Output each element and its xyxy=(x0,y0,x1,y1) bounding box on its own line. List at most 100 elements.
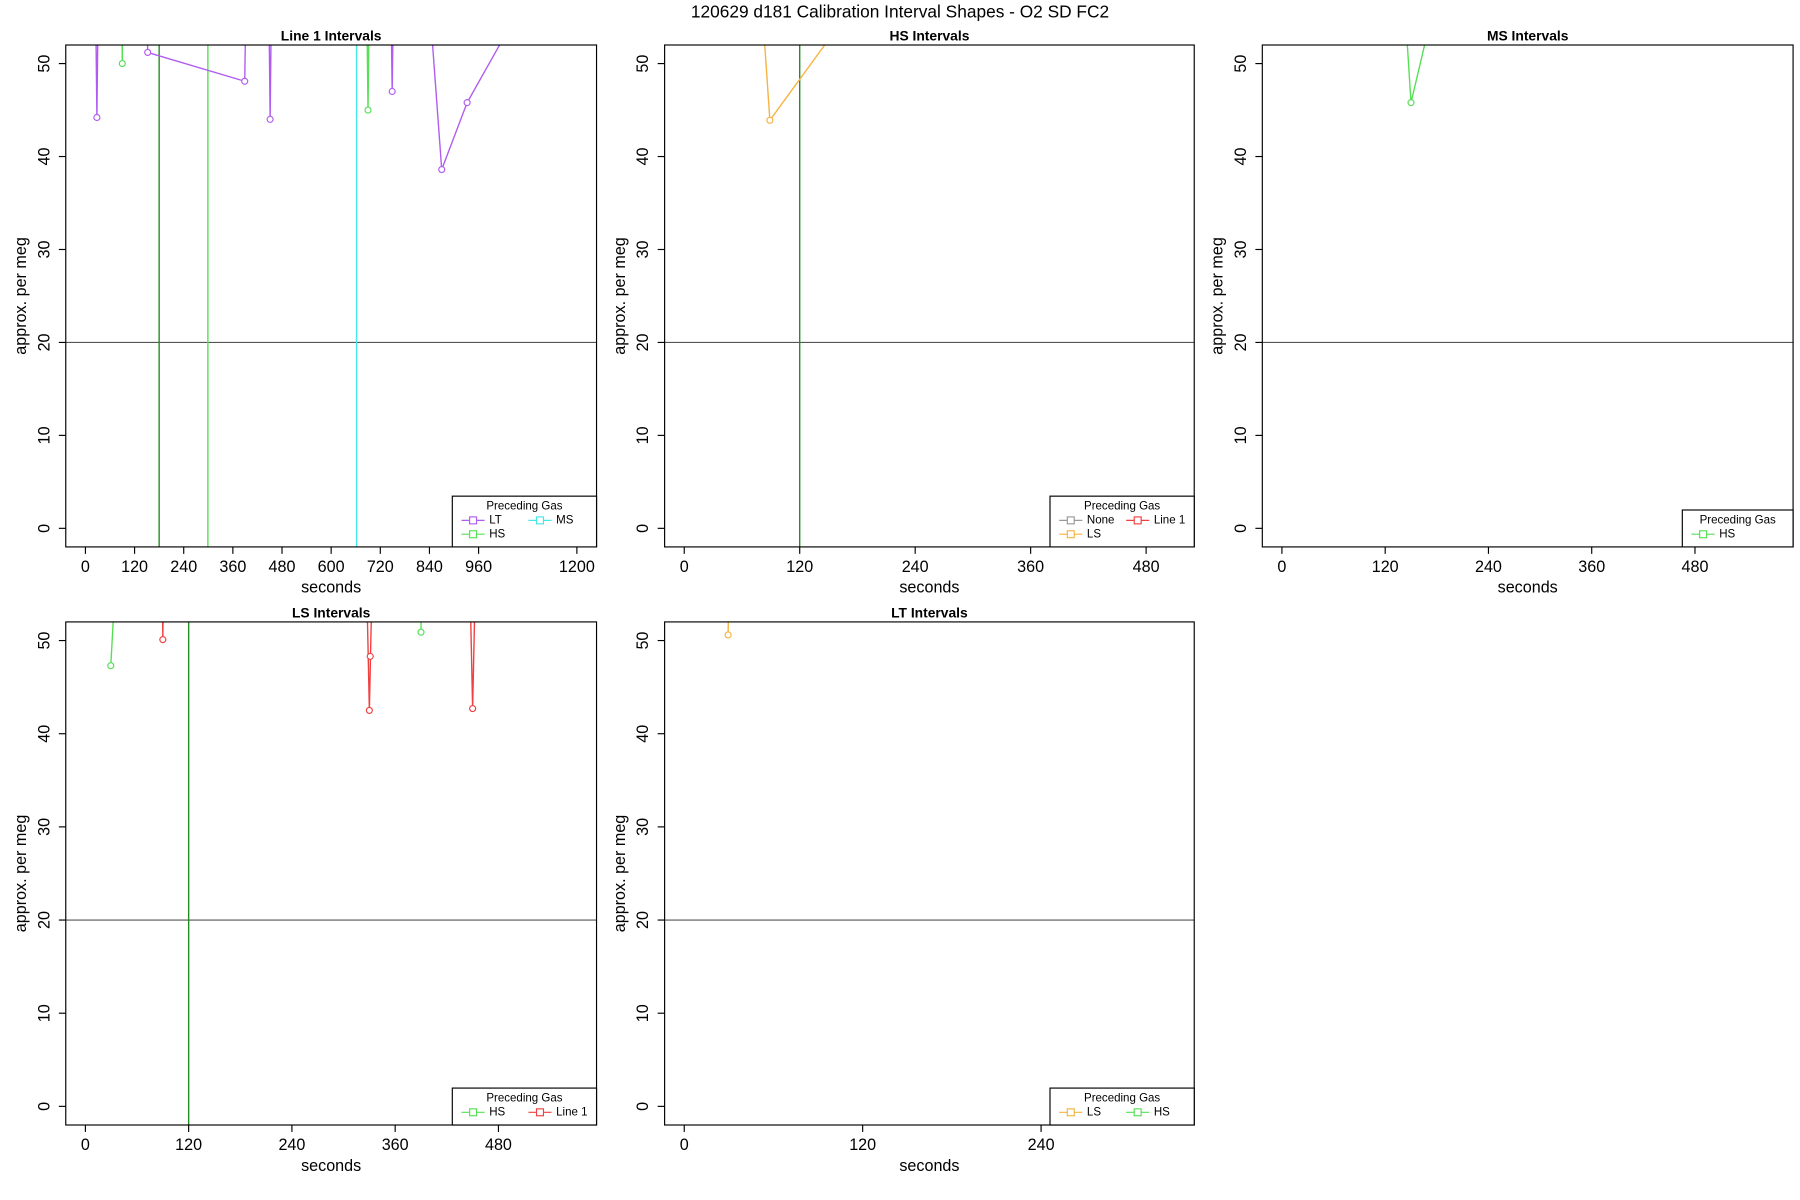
legend-symbol xyxy=(1133,516,1142,525)
plot-area xyxy=(664,44,1195,547)
y-tick-label: 50 xyxy=(1232,55,1250,73)
legend-symbol xyxy=(469,516,478,525)
x-tick-label: 120 xyxy=(121,558,148,576)
x-tick-label: 840 xyxy=(416,558,443,576)
y-tick-label: 50 xyxy=(35,55,53,73)
y-tick-label: 50 xyxy=(634,632,652,650)
point xyxy=(144,48,152,57)
legend-label: MS xyxy=(556,514,574,526)
x-tick-label: 480 xyxy=(485,1136,512,1154)
y-tick-label: 10 xyxy=(1232,426,1250,444)
x-tick-label: 480 xyxy=(1682,558,1709,576)
panel-title: Line 1 Intervals xyxy=(281,28,382,44)
y-tick-label: 20 xyxy=(1232,333,1250,351)
y-tick-label: 0 xyxy=(634,524,652,533)
y-tick-label: 0 xyxy=(634,1102,652,1111)
legend-label: LS xyxy=(1087,528,1101,540)
point xyxy=(365,706,373,715)
y-tick-label: 20 xyxy=(634,333,652,351)
plot-frame xyxy=(664,621,1195,1126)
y-axis-label: approx. per meg xyxy=(611,815,629,933)
legend-symbol xyxy=(469,530,478,539)
x-tick-label: 120 xyxy=(786,558,813,576)
legend-label: HS xyxy=(1719,528,1735,540)
y-tick-label: 30 xyxy=(634,240,652,258)
plot-area xyxy=(664,621,1195,921)
point xyxy=(1407,99,1415,107)
legend-label: LT xyxy=(489,514,502,526)
point xyxy=(364,106,372,114)
y-tick-label: 50 xyxy=(634,55,652,73)
y-tick-label: 50 xyxy=(35,632,53,650)
plot-frame xyxy=(65,621,598,1126)
legend-box xyxy=(1049,1087,1195,1126)
x-tick-label: 600 xyxy=(318,558,345,576)
y-tick-label: 0 xyxy=(35,1102,53,1111)
x-axis-label: seconds xyxy=(301,579,361,597)
legend-box xyxy=(451,1087,598,1126)
y-tick-label: 20 xyxy=(634,911,652,929)
panel-title: MS Intervals xyxy=(1487,28,1569,44)
legend-label: HS xyxy=(489,1106,505,1118)
x-tick-label: 120 xyxy=(1372,558,1399,576)
legend-label: Line 1 xyxy=(1154,514,1185,526)
y-tick-label: 0 xyxy=(1232,524,1250,533)
y-tick-label: 30 xyxy=(35,240,53,258)
point xyxy=(266,115,274,123)
y-tick-label: 20 xyxy=(35,333,53,351)
x-tick-label: 0 xyxy=(680,558,689,576)
x-tick-label: 120 xyxy=(849,1136,876,1154)
point xyxy=(366,652,374,660)
x-axis-label: seconds xyxy=(899,1157,959,1175)
y-tick-label: 40 xyxy=(35,725,53,743)
x-axis-label: seconds xyxy=(1498,579,1558,597)
y-tick-label: 0 xyxy=(35,524,53,533)
x-tick-label: 120 xyxy=(175,1136,202,1154)
legend-symbol xyxy=(1066,516,1075,525)
point xyxy=(241,77,249,85)
point xyxy=(159,636,167,644)
y-tick-label: 10 xyxy=(634,426,652,444)
y-axis-label: approx. per meg xyxy=(12,815,30,933)
point xyxy=(766,116,774,124)
x-tick-label: 0 xyxy=(81,558,90,576)
legend-symbol xyxy=(1699,530,1708,539)
y-tick-label: 10 xyxy=(634,1004,652,1022)
legend-title: Preceding Gas xyxy=(1700,514,1776,526)
y-tick-label: 40 xyxy=(35,148,53,166)
x-tick-label: 1200 xyxy=(559,558,595,576)
x-tick-label: 0 xyxy=(680,1136,689,1154)
legend-label: Line 1 xyxy=(556,1106,587,1118)
plot-frame xyxy=(65,44,598,548)
series-line xyxy=(110,621,422,666)
point xyxy=(417,628,425,636)
x-tick-label: 360 xyxy=(382,1136,409,1154)
x-tick-label: 240 xyxy=(902,558,929,576)
x-tick-label: 240 xyxy=(278,1136,305,1154)
x-tick-label: 240 xyxy=(170,558,197,576)
x-tick-label: 0 xyxy=(1277,558,1286,576)
point xyxy=(438,165,446,174)
y-axis-label: approx. per meg xyxy=(611,237,629,355)
plot-area xyxy=(65,44,597,547)
legend-symbol xyxy=(469,1108,478,1117)
legend-label: HS xyxy=(489,528,505,540)
y-tick-label: 30 xyxy=(634,818,652,836)
x-tick-label: 480 xyxy=(269,558,296,576)
point xyxy=(107,662,115,670)
point xyxy=(469,704,477,713)
x-tick-label: 960 xyxy=(465,558,492,576)
legend-symbol xyxy=(1066,1108,1075,1117)
legend-title: Preceding Gas xyxy=(1084,501,1160,513)
x-axis-label: seconds xyxy=(899,579,959,597)
point xyxy=(388,87,396,96)
y-tick-label: 10 xyxy=(35,1004,53,1022)
legend-symbol xyxy=(535,1108,545,1117)
legend-title: Preceding Gas xyxy=(486,501,562,513)
x-axis-label: seconds xyxy=(301,1157,361,1175)
legend-symbol xyxy=(1066,530,1075,539)
y-tick-label: 10 xyxy=(35,426,53,444)
y-axis-label: approx. per meg xyxy=(1209,237,1227,355)
